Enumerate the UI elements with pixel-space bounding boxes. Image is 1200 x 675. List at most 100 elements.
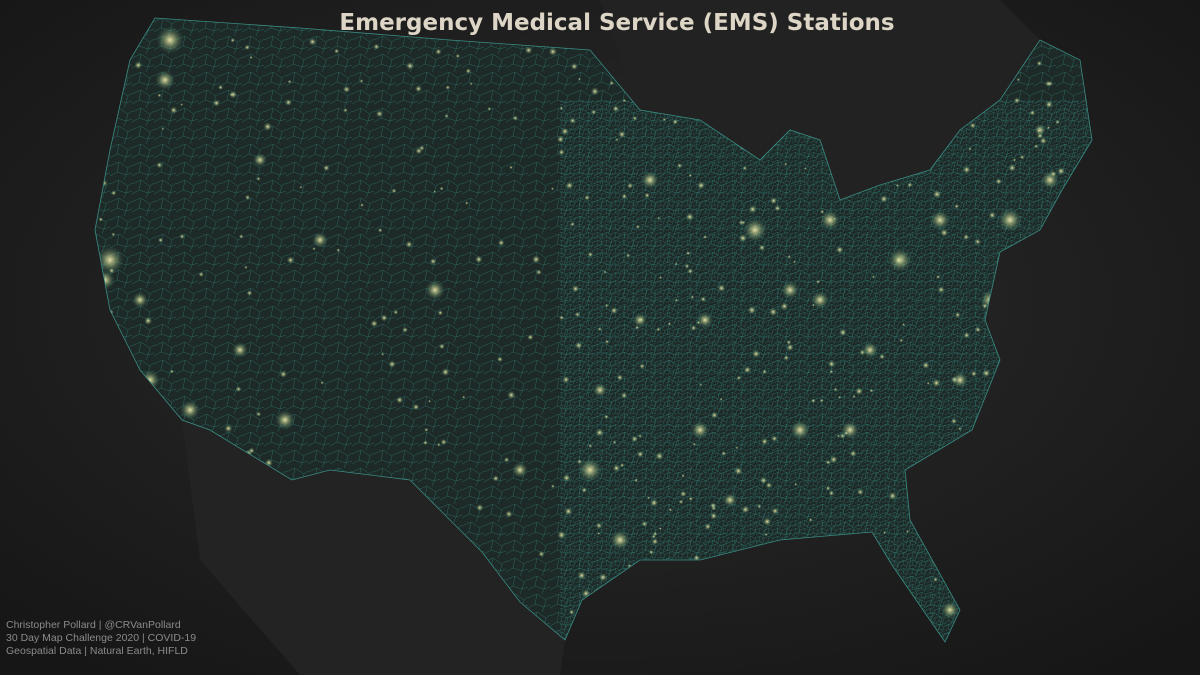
city-glow bbox=[507, 390, 516, 400]
city-glow bbox=[568, 609, 575, 615]
city-glow bbox=[1045, 100, 1054, 109]
city-glow bbox=[721, 450, 727, 457]
city-glow bbox=[879, 194, 889, 203]
city-glow bbox=[1049, 170, 1058, 178]
credit-line: Geospatial Data | Natural Earth, HIFLD bbox=[6, 645, 188, 657]
city-glow bbox=[894, 255, 903, 265]
city-glow bbox=[793, 260, 797, 264]
city-glow bbox=[762, 369, 768, 375]
city-glow bbox=[380, 352, 385, 356]
city-glow bbox=[360, 203, 364, 208]
city-glow bbox=[836, 434, 841, 438]
city-glow bbox=[597, 531, 601, 536]
city-glow bbox=[641, 171, 659, 189]
city-glow bbox=[781, 281, 799, 299]
city-glow bbox=[735, 446, 739, 450]
city-glow bbox=[244, 194, 251, 201]
city-glow bbox=[564, 507, 573, 516]
city-glow bbox=[198, 271, 204, 278]
city-glow bbox=[144, 316, 153, 325]
city-glow bbox=[790, 420, 810, 440]
city-glow bbox=[1039, 137, 1048, 145]
city-glow bbox=[685, 212, 695, 222]
city-glow bbox=[962, 233, 970, 241]
city-glow bbox=[548, 47, 558, 57]
city-glow bbox=[765, 481, 773, 489]
city-glow bbox=[1033, 144, 1039, 149]
city-glow bbox=[738, 219, 745, 226]
city-glow bbox=[111, 232, 116, 237]
city-glow bbox=[1008, 163, 1017, 172]
city-glow bbox=[619, 462, 625, 468]
city-glow bbox=[941, 601, 959, 619]
city-glow bbox=[455, 53, 461, 59]
city-glow bbox=[758, 244, 766, 251]
city-glow bbox=[574, 311, 581, 318]
city-glow bbox=[235, 386, 242, 393]
city-glow bbox=[1036, 128, 1041, 133]
city-glow bbox=[849, 449, 857, 458]
city-glow bbox=[577, 571, 587, 580]
city-glow bbox=[700, 296, 707, 303]
city-glow bbox=[439, 186, 444, 191]
city-glow bbox=[469, 82, 473, 86]
city-glow bbox=[625, 253, 631, 258]
city-glow bbox=[224, 424, 233, 433]
city-glow bbox=[888, 491, 897, 501]
city-glow bbox=[655, 451, 664, 461]
city-glow bbox=[618, 130, 626, 139]
city-glow bbox=[284, 98, 293, 107]
city-glow bbox=[855, 387, 864, 396]
city-glow bbox=[603, 414, 609, 420]
city-glow bbox=[604, 339, 610, 344]
city-glow bbox=[588, 443, 593, 448]
city-glow bbox=[230, 37, 236, 43]
credit-line: 30 Day Map Challenge 2020 | COVID-19 bbox=[6, 632, 196, 644]
city-glow bbox=[524, 46, 533, 55]
city-glow bbox=[691, 421, 709, 439]
city-glow bbox=[981, 303, 988, 310]
city-glow bbox=[811, 303, 815, 307]
city-glow bbox=[982, 368, 991, 378]
city-glow bbox=[299, 185, 303, 189]
city-glow bbox=[587, 251, 594, 258]
city-glow bbox=[474, 255, 483, 264]
city-glow bbox=[320, 381, 324, 385]
city-glow bbox=[438, 343, 445, 350]
city-glow bbox=[719, 397, 723, 401]
city-glow bbox=[1046, 125, 1051, 130]
city-glow bbox=[939, 228, 949, 237]
city-glow bbox=[787, 255, 792, 259]
city-glow bbox=[577, 77, 582, 81]
city-glow bbox=[926, 381, 930, 385]
city-glow bbox=[969, 122, 977, 129]
city-glow bbox=[998, 208, 1022, 232]
city-glow bbox=[667, 321, 672, 326]
city-glow bbox=[405, 240, 413, 249]
city-glow bbox=[634, 478, 639, 483]
city-glow bbox=[496, 356, 504, 363]
city-glow bbox=[819, 209, 825, 214]
city-glow bbox=[487, 106, 492, 111]
city-glow bbox=[610, 306, 618, 315]
city-glow bbox=[784, 162, 788, 166]
city-glow bbox=[869, 388, 874, 393]
city-glow bbox=[657, 216, 661, 220]
city-glow bbox=[612, 464, 621, 473]
city-glow bbox=[427, 399, 432, 403]
city-glow bbox=[950, 418, 958, 425]
city-glow bbox=[899, 338, 904, 343]
city-glow bbox=[688, 173, 693, 178]
city-glow bbox=[856, 488, 864, 496]
city-glow bbox=[531, 255, 541, 264]
city-glow bbox=[550, 187, 555, 191]
city-glow bbox=[255, 411, 262, 417]
city-glow bbox=[558, 148, 565, 156]
city-glow bbox=[217, 84, 224, 91]
city-glow bbox=[622, 98, 627, 103]
city-glow bbox=[933, 577, 939, 583]
city-glow bbox=[560, 127, 569, 136]
city-glow bbox=[464, 201, 469, 205]
city-glow bbox=[246, 290, 253, 296]
city-glow bbox=[733, 466, 743, 476]
